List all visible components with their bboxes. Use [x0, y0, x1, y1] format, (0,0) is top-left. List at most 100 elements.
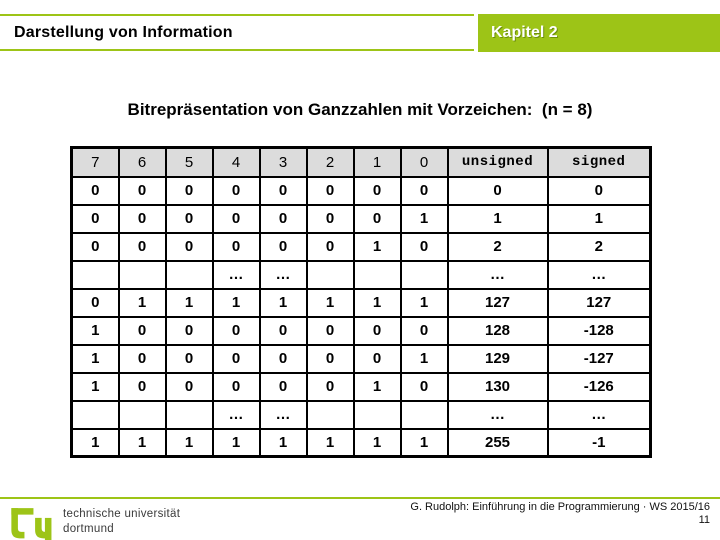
bit-cell: 0	[211, 315, 261, 346]
col-header-bit-0: 0	[399, 146, 449, 178]
bit-cell: 1	[70, 371, 120, 402]
unsigned-cell: 130	[446, 371, 549, 402]
bit-cell: …	[211, 259, 261, 290]
bit-cell: 1	[352, 231, 402, 262]
bit-cell	[305, 399, 355, 430]
table-row: 1 0 0 0 0 0 0 0 128 -128	[70, 315, 652, 346]
col-header-unsigned: unsigned	[446, 146, 549, 178]
bit-cell: 0	[305, 175, 355, 206]
bit-cell: 0	[117, 343, 167, 374]
bit-cell: 0	[305, 203, 355, 234]
bit-cell: 0	[352, 203, 402, 234]
table-row: …………	[70, 399, 652, 430]
bit-cell: 0	[211, 231, 261, 262]
bit-cell: 1	[70, 343, 120, 374]
bit-cell: 0	[258, 231, 308, 262]
bit-cell: 0	[258, 371, 308, 402]
bit-cell: 0	[70, 231, 120, 262]
bit-cell: 0	[211, 175, 261, 206]
bit-cell	[70, 259, 120, 290]
bit-cell	[399, 259, 449, 290]
bit-cell: 0	[352, 343, 402, 374]
chapter-label: Kapitel 2	[491, 24, 558, 41]
bit-cell: 0	[305, 371, 355, 402]
bit-cell: 0	[305, 343, 355, 374]
bit-cell: 0	[164, 371, 214, 402]
bit-cell: 0	[258, 343, 308, 374]
col-header-bit-2: 2	[305, 146, 355, 178]
bit-cell: 0	[399, 315, 449, 346]
bit-cell: 0	[258, 175, 308, 206]
bit-cell: 1	[211, 287, 261, 318]
unsigned-cell: …	[446, 399, 549, 430]
bit-cell: 1	[305, 427, 355, 458]
col-header-bit-4: 4	[211, 146, 261, 178]
table-row: 1 0 0 0 0 0 0 1 129 -127	[70, 343, 652, 374]
footer-divider	[0, 497, 720, 499]
col-header-bit-5: 5	[164, 146, 214, 178]
university-name: technische universität dortmund	[63, 504, 180, 537]
table-row: 1 0 0 0 0 0 1 0 130 -126	[70, 371, 652, 402]
bit-cell	[352, 399, 402, 430]
bit-cell: 0	[258, 203, 308, 234]
university-logo: technische universität dortmund	[8, 504, 180, 540]
unsigned-cell: 2	[446, 231, 549, 262]
bit-cell: 1	[258, 427, 308, 458]
bit-cell: 0	[352, 315, 402, 346]
bit-cell: 1	[399, 287, 449, 318]
bit-cell: 0	[305, 315, 355, 346]
bit-cell: 0	[70, 203, 120, 234]
bit-cell: 0	[399, 371, 449, 402]
bit-cell: 0	[258, 315, 308, 346]
unsigned-cell: 0	[446, 175, 549, 206]
bit-cell	[117, 259, 167, 290]
page-number: 11	[698, 514, 710, 527]
header-title: Darstellung von Information	[14, 23, 233, 41]
bit-cell: 1	[70, 427, 120, 458]
signed-cell: …	[546, 259, 652, 290]
course-credit: G. Rudolph: Einführung in die Programmie…	[410, 501, 710, 513]
bit-cell	[117, 399, 167, 430]
table-header-row: 7 6 5 4 3 2 1 0 unsigned signed	[70, 146, 652, 178]
header-bar: Darstellung von Information	[0, 14, 474, 51]
unsigned-cell: 129	[446, 343, 549, 374]
signed-cell: 0	[546, 175, 652, 206]
col-header-bit-7: 7	[70, 146, 120, 178]
bit-cell	[164, 259, 214, 290]
table-body: 0 0 0 0 0 0 0 0 0 0 0 0 0 0 0 0 0 1 1 1 0 0 0 0 0 0 1 0 2 2………… 0 1 1 1 1 1…	[70, 175, 652, 458]
bit-cell: 0	[117, 231, 167, 262]
bit-cell	[352, 259, 402, 290]
bit-cell: 0	[117, 175, 167, 206]
bit-cell: 1	[211, 427, 261, 458]
university-name-line1: technische universität	[63, 508, 181, 520]
bit-cell: 1	[70, 315, 120, 346]
unsigned-cell: 255	[446, 427, 549, 458]
unsigned-cell: 1	[446, 203, 549, 234]
bit-cell: 1	[352, 371, 402, 402]
signed-cell: -1	[546, 427, 652, 458]
bit-cell: 0	[211, 343, 261, 374]
chapter-badge: Kapitel 2	[478, 14, 720, 52]
bit-cell: 1	[164, 427, 214, 458]
bit-cell: 0	[211, 371, 261, 402]
footer-credit: G. Rudolph: Einführung in die Programmie…	[410, 501, 710, 527]
col-header-bit-3: 3	[258, 146, 308, 178]
page-title: Bitrepräsentation von Ganzzahlen mit Vor…	[127, 100, 593, 119]
bit-cell	[305, 259, 355, 290]
signed-cell: -127	[546, 343, 652, 374]
bit-cell: …	[211, 399, 261, 430]
bit-cell	[164, 399, 214, 430]
bit-cell: 0	[164, 175, 214, 206]
bit-cell: 0	[305, 231, 355, 262]
bit-cell: 0	[211, 203, 261, 234]
table-row: 1 1 1 1 1 1 1 1 255 -1	[70, 427, 652, 458]
signed-cell: 2	[546, 231, 652, 262]
bit-cell: 0	[70, 175, 120, 206]
bit-cell: 1	[258, 287, 308, 318]
bit-cell: 1	[117, 427, 167, 458]
table-row: 0 1 1 1 1 1 1 1 127 127	[70, 287, 652, 318]
